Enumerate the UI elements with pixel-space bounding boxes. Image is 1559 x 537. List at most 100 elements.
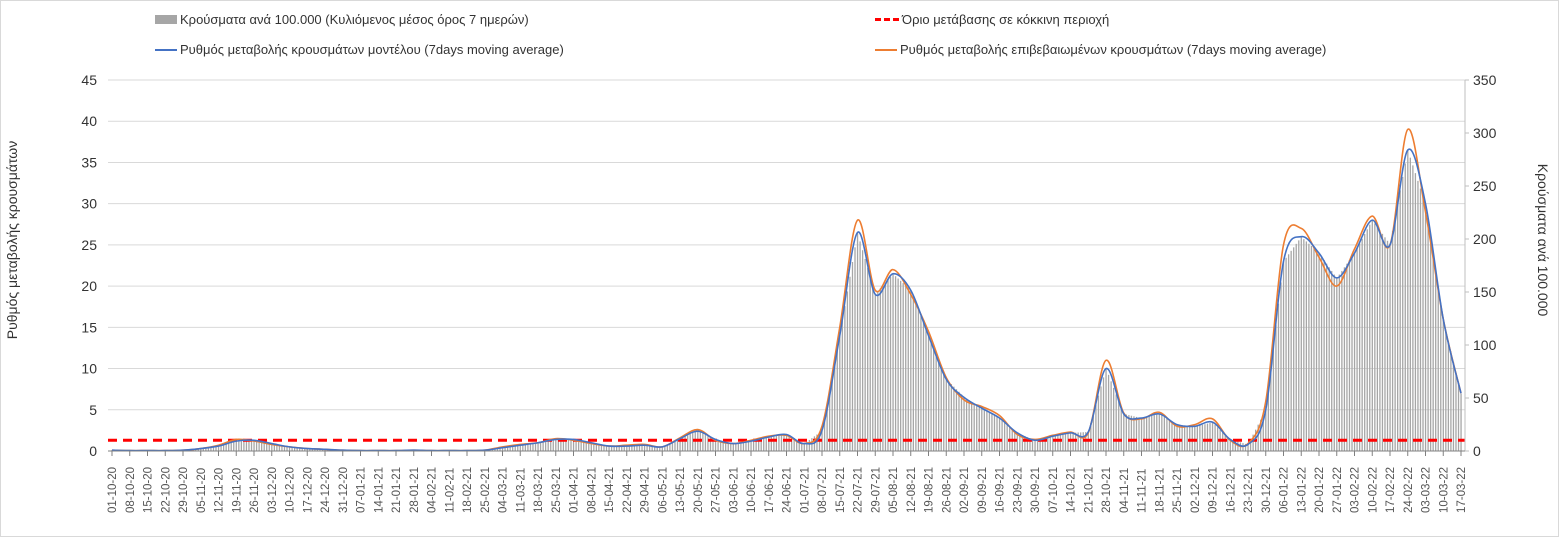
- bar-cases: [600, 444, 603, 451]
- bar-cases: [725, 441, 727, 451]
- bar-cases: [869, 276, 871, 451]
- bar-cases: [998, 418, 1001, 451]
- bar-cases: [519, 445, 521, 451]
- bar-cases: [222, 444, 225, 451]
- y-left-tick-label: 35: [81, 154, 97, 170]
- bar-cases: [1039, 439, 1041, 451]
- bar-cases: [1305, 241, 1308, 451]
- y-right-tick-label: 100: [1473, 337, 1497, 353]
- bar-cases: [818, 432, 821, 451]
- x-tick-label: 13-05-21: [675, 467, 687, 513]
- x-tick-label: 30-09-21: [1030, 467, 1042, 513]
- y-left-tick-label: 15: [81, 319, 97, 335]
- bar-cases: [311, 449, 314, 451]
- bar-cases: [1234, 440, 1237, 451]
- bar-cases: [205, 447, 207, 451]
- bar-cases: [654, 446, 656, 451]
- bar-cases: [646, 445, 648, 451]
- bar-cases: [245, 440, 248, 451]
- bar-cases: [577, 440, 580, 451]
- bar-cases: [1201, 424, 1204, 451]
- bar-cases: [707, 435, 709, 451]
- x-tick-label: 08-07-21: [817, 467, 829, 513]
- bar-cases: [1450, 351, 1452, 451]
- bar-cases: [1125, 414, 1127, 451]
- bar-cases: [730, 442, 732, 451]
- bar-cases: [1298, 240, 1300, 451]
- x-tick-label: 12-08-21: [906, 467, 918, 513]
- bar-cases: [643, 445, 646, 451]
- bar-cases: [1156, 414, 1158, 451]
- bar-cases: [788, 435, 790, 451]
- bar-cases: [900, 280, 902, 451]
- bar-cases: [943, 372, 945, 451]
- bar-cases: [1429, 237, 1432, 451]
- x-tick-label: 17-06-21: [764, 467, 776, 513]
- x-tick-label: 07-01-21: [356, 467, 368, 513]
- bar-cases: [806, 441, 808, 451]
- x-tick-label: 25-11-21: [1172, 468, 1184, 513]
- x-tick-label: 21-01-21: [391, 467, 403, 513]
- bar-cases: [547, 440, 549, 451]
- bar-cases: [1277, 303, 1280, 451]
- bar-cases: [826, 403, 828, 451]
- x-tick-label: 22-04-21: [622, 467, 634, 513]
- bar-cases: [1442, 319, 1444, 451]
- bar-cases: [1237, 441, 1239, 451]
- x-tick-label: 03-02-22: [1350, 467, 1362, 513]
- bar-cases: [1209, 422, 1211, 451]
- bar-cases: [1435, 270, 1437, 451]
- bar-cases: [215, 446, 217, 451]
- bar-cases: [750, 441, 752, 451]
- bar-cases: [1346, 263, 1348, 451]
- bar-cases: [1440, 303, 1442, 451]
- bar-cases: [755, 440, 757, 451]
- x-tick-label: 28-01-21: [409, 467, 421, 513]
- bar-cases: [248, 440, 250, 451]
- x-tick-label: 10-06-21: [746, 467, 758, 513]
- x-tick-label: 14-10-21: [1066, 467, 1078, 513]
- bar-cases: [1064, 433, 1067, 451]
- bar-cases: [902, 283, 904, 451]
- bar-cases: [263, 442, 265, 451]
- bar-cases: [1447, 340, 1450, 451]
- bar-cases: [296, 447, 298, 451]
- x-tick-label: 29-07-21: [870, 467, 882, 513]
- bar-cases: [1407, 149, 1409, 451]
- y-right-tick-label: 300: [1473, 125, 1497, 141]
- bar-cases: [839, 335, 841, 451]
- legend-item-threshold: Όριο μετάβασης σε κόκκινη περιοχή: [875, 12, 1109, 27]
- bar-cases: [314, 449, 316, 451]
- x-tick-label: 26-08-21: [941, 467, 953, 513]
- bar-cases: [1003, 422, 1006, 451]
- bar-cases: [529, 443, 532, 451]
- bar-cases: [266, 442, 268, 451]
- bar-cases: [912, 296, 914, 451]
- bar-cases: [565, 439, 567, 451]
- bar-cases: [965, 398, 968, 451]
- x-tick-label: 09-09-21: [977, 467, 989, 513]
- bar-cases: [225, 443, 227, 451]
- bar-cases: [796, 439, 798, 451]
- bar-cases: [732, 443, 734, 451]
- bar-cases: [1204, 424, 1206, 451]
- bar-cases: [552, 439, 554, 451]
- bar-cases: [927, 335, 930, 451]
- bar-cases: [517, 446, 519, 451]
- bar-cases: [1412, 165, 1414, 452]
- bar-cases: [603, 444, 605, 451]
- bar-cases: [233, 442, 235, 451]
- bar-cases: [1389, 244, 1391, 451]
- y-right-tick-label: 200: [1473, 231, 1497, 247]
- legend-label: Ρυθμός μεταβολής κρουσμάτων μοντέλου (7d…: [180, 42, 564, 57]
- bar-cases: [991, 414, 993, 451]
- bar-cases: [981, 408, 983, 451]
- bar-cases: [917, 309, 920, 451]
- x-tick-label: 15-07-21: [835, 467, 847, 513]
- bar-cases: [1184, 425, 1186, 451]
- bar-cases: [892, 273, 894, 451]
- bar-cases: [844, 306, 846, 451]
- x-tick-label: 24-02-22: [1403, 467, 1415, 513]
- bar-cases: [1199, 425, 1201, 451]
- bar-cases: [1338, 274, 1340, 451]
